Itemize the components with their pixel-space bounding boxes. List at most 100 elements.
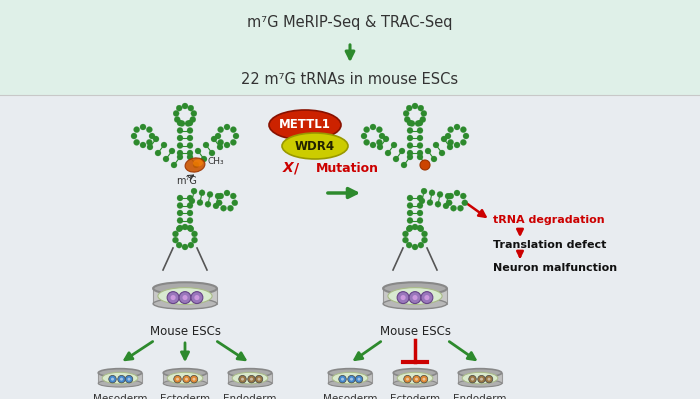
Circle shape xyxy=(187,150,193,156)
Circle shape xyxy=(108,375,116,383)
Circle shape xyxy=(134,139,139,145)
Circle shape xyxy=(195,295,200,300)
Circle shape xyxy=(401,162,407,168)
Circle shape xyxy=(191,111,197,117)
Circle shape xyxy=(192,231,197,237)
Circle shape xyxy=(461,126,466,132)
Text: CH₃: CH₃ xyxy=(208,156,225,166)
Circle shape xyxy=(397,292,409,304)
Ellipse shape xyxy=(282,133,348,159)
Circle shape xyxy=(417,135,423,141)
Circle shape xyxy=(192,237,197,243)
Circle shape xyxy=(155,150,161,156)
Circle shape xyxy=(417,203,423,209)
Ellipse shape xyxy=(102,372,138,384)
Circle shape xyxy=(216,200,222,206)
Circle shape xyxy=(171,162,177,168)
Circle shape xyxy=(454,190,460,196)
Polygon shape xyxy=(383,288,447,304)
Circle shape xyxy=(140,142,146,148)
Circle shape xyxy=(120,377,123,381)
Text: tRNA degradation: tRNA degradation xyxy=(493,215,605,225)
Circle shape xyxy=(193,377,195,381)
Ellipse shape xyxy=(332,372,368,384)
Circle shape xyxy=(447,126,454,132)
Circle shape xyxy=(220,205,227,211)
Circle shape xyxy=(454,142,460,148)
Polygon shape xyxy=(153,288,217,304)
Circle shape xyxy=(118,375,125,383)
Circle shape xyxy=(250,377,253,381)
Text: m⁷G: m⁷G xyxy=(176,176,197,186)
Circle shape xyxy=(420,375,428,383)
Ellipse shape xyxy=(153,282,217,294)
Text: Mesoderm: Mesoderm xyxy=(92,394,147,399)
Circle shape xyxy=(230,126,237,132)
Circle shape xyxy=(183,295,188,300)
Circle shape xyxy=(355,375,363,383)
Ellipse shape xyxy=(383,282,447,294)
Circle shape xyxy=(406,377,409,381)
Ellipse shape xyxy=(153,298,217,309)
Text: METTL1: METTL1 xyxy=(279,119,331,132)
Circle shape xyxy=(420,160,430,170)
Circle shape xyxy=(421,188,427,194)
Circle shape xyxy=(407,135,413,141)
Circle shape xyxy=(187,120,193,126)
Circle shape xyxy=(341,377,344,381)
Circle shape xyxy=(163,156,169,162)
Circle shape xyxy=(230,139,237,145)
Circle shape xyxy=(177,142,183,148)
Circle shape xyxy=(205,201,211,207)
Circle shape xyxy=(209,150,215,156)
Circle shape xyxy=(377,126,382,132)
Polygon shape xyxy=(393,373,437,383)
Text: /: / xyxy=(295,161,300,175)
Circle shape xyxy=(363,126,370,132)
Circle shape xyxy=(437,192,443,198)
Circle shape xyxy=(418,105,424,111)
Circle shape xyxy=(417,210,423,216)
Text: Neuron malfunction: Neuron malfunction xyxy=(493,263,617,273)
Circle shape xyxy=(187,210,193,216)
Text: Mutation: Mutation xyxy=(316,162,379,174)
Circle shape xyxy=(174,117,180,122)
Circle shape xyxy=(173,111,179,117)
Ellipse shape xyxy=(458,369,502,377)
Ellipse shape xyxy=(397,372,433,384)
Circle shape xyxy=(421,111,427,117)
Circle shape xyxy=(447,139,454,145)
Circle shape xyxy=(187,217,193,223)
Circle shape xyxy=(448,193,454,199)
Circle shape xyxy=(233,133,239,139)
Circle shape xyxy=(187,154,193,160)
Circle shape xyxy=(183,375,190,383)
Circle shape xyxy=(189,198,195,204)
Circle shape xyxy=(363,139,370,145)
Circle shape xyxy=(185,120,191,126)
Ellipse shape xyxy=(185,158,205,172)
Circle shape xyxy=(134,126,139,132)
Circle shape xyxy=(188,226,194,232)
Circle shape xyxy=(187,142,193,148)
Circle shape xyxy=(187,135,193,141)
Circle shape xyxy=(417,142,423,148)
Circle shape xyxy=(203,142,209,148)
Circle shape xyxy=(185,377,188,381)
Ellipse shape xyxy=(163,380,206,387)
Circle shape xyxy=(176,377,179,381)
Circle shape xyxy=(187,195,193,201)
Circle shape xyxy=(412,224,418,230)
Ellipse shape xyxy=(98,380,141,387)
Ellipse shape xyxy=(393,380,437,387)
Circle shape xyxy=(417,195,423,201)
Circle shape xyxy=(239,375,246,383)
Circle shape xyxy=(177,217,183,223)
Circle shape xyxy=(391,142,397,148)
Circle shape xyxy=(177,225,183,231)
Ellipse shape xyxy=(328,369,372,377)
Circle shape xyxy=(147,144,153,150)
Circle shape xyxy=(407,150,413,156)
Polygon shape xyxy=(228,373,272,383)
Circle shape xyxy=(348,375,355,383)
